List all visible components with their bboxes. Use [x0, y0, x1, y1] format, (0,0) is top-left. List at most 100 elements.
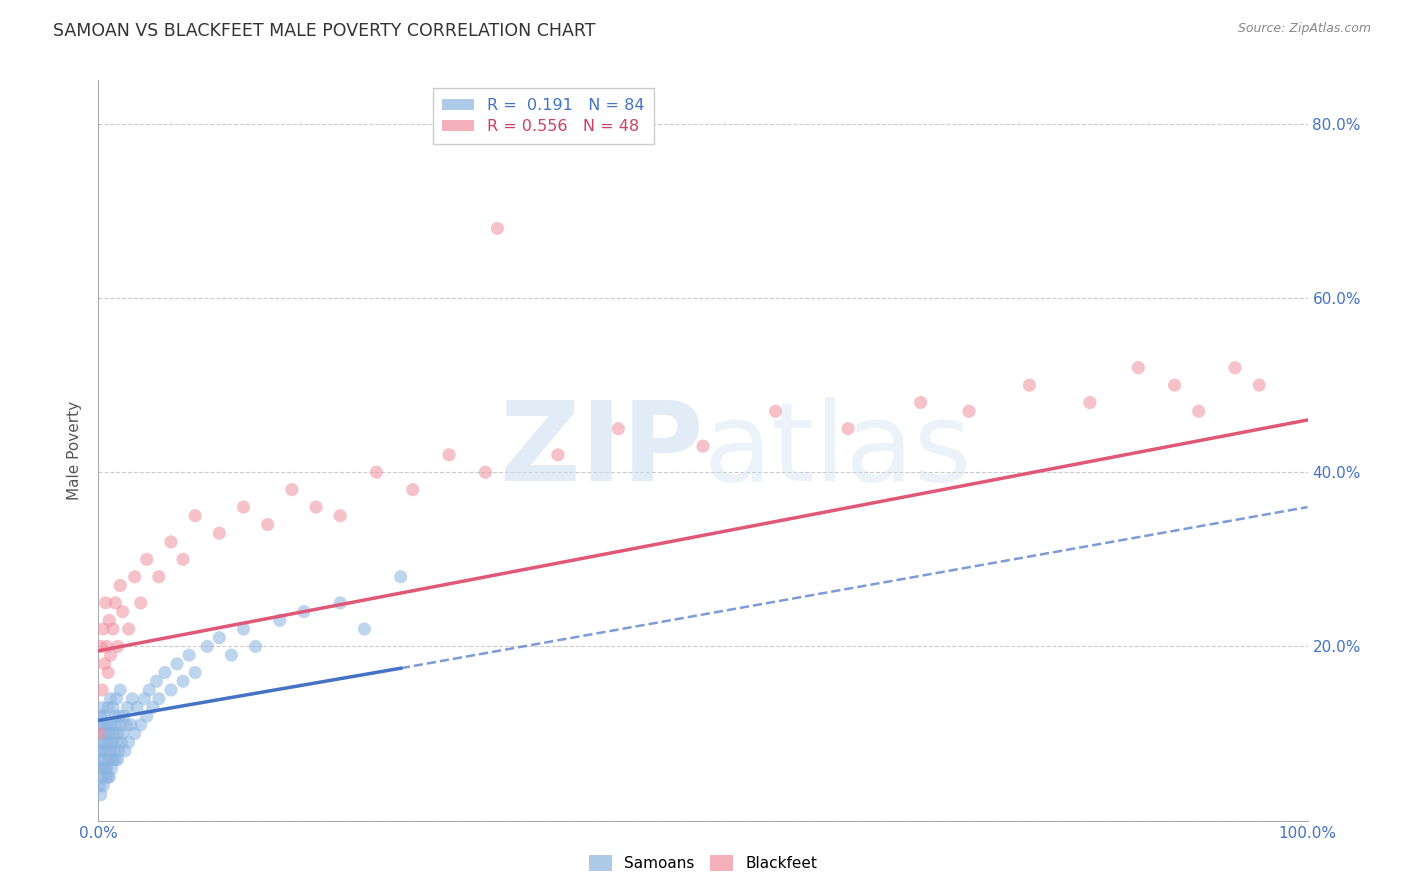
Point — [120, 718, 142, 732]
Point — [98, 753, 121, 767]
Point — [98, 770, 121, 784]
Point — [108, 683, 131, 698]
Point — [184, 508, 207, 523]
Point — [91, 770, 114, 784]
Point — [100, 691, 122, 706]
Point — [97, 735, 120, 749]
Point — [105, 691, 128, 706]
Point — [97, 665, 120, 680]
Point — [245, 640, 267, 654]
Point — [172, 552, 194, 566]
Point — [112, 709, 135, 723]
Point — [103, 744, 125, 758]
Point — [91, 622, 114, 636]
Point — [329, 596, 352, 610]
Point — [118, 622, 141, 636]
Point — [107, 753, 129, 767]
Point — [129, 596, 152, 610]
Point — [93, 735, 115, 749]
Point — [957, 404, 980, 418]
Point — [1188, 404, 1211, 418]
Point — [208, 631, 231, 645]
Point — [115, 718, 138, 732]
Point — [117, 700, 139, 714]
Point — [172, 674, 194, 689]
Point — [305, 500, 328, 514]
Point — [108, 578, 131, 592]
Point — [94, 596, 117, 610]
Point — [101, 622, 124, 636]
Point — [114, 744, 136, 758]
Point — [910, 395, 932, 409]
Point — [98, 613, 121, 627]
Point — [89, 718, 111, 732]
Point — [135, 709, 157, 723]
Point — [97, 770, 120, 784]
Point — [145, 674, 167, 689]
Point — [547, 448, 569, 462]
Point — [127, 700, 149, 714]
Point — [184, 665, 207, 680]
Point — [100, 744, 122, 758]
Point — [1018, 378, 1040, 392]
Point — [160, 683, 183, 698]
Point — [91, 779, 114, 793]
Point — [91, 761, 114, 775]
Point — [96, 761, 118, 775]
Point — [179, 648, 201, 662]
Point — [94, 761, 117, 775]
Point — [765, 404, 787, 418]
Point — [353, 622, 375, 636]
Point — [256, 517, 278, 532]
Point — [208, 526, 231, 541]
Point — [129, 718, 152, 732]
Point — [153, 665, 176, 680]
Point — [101, 700, 124, 714]
Point — [160, 535, 183, 549]
Point — [134, 691, 156, 706]
Point — [111, 726, 134, 740]
Point — [104, 709, 127, 723]
Point — [402, 483, 425, 497]
Point — [1223, 360, 1246, 375]
Point — [100, 761, 122, 775]
Point — [89, 761, 111, 775]
Point — [366, 465, 388, 479]
Point — [148, 691, 170, 706]
Point — [101, 726, 124, 740]
Point — [837, 422, 859, 436]
Point — [124, 726, 146, 740]
Point — [90, 735, 112, 749]
Point — [100, 735, 122, 749]
Point — [103, 718, 125, 732]
Legend: Samoans, Blackfeet: Samoans, Blackfeet — [583, 849, 823, 877]
Text: ZIP: ZIP — [499, 397, 703, 504]
Point — [108, 718, 131, 732]
Point — [111, 605, 134, 619]
Point — [607, 422, 630, 436]
Point — [110, 735, 132, 749]
Point — [269, 613, 291, 627]
Point — [100, 648, 122, 662]
Point — [96, 718, 118, 732]
Point — [107, 726, 129, 740]
Point — [90, 753, 112, 767]
Point — [96, 640, 118, 654]
Point — [148, 570, 170, 584]
Point — [104, 753, 127, 767]
Point — [195, 640, 218, 654]
Point — [108, 744, 131, 758]
Point — [124, 570, 146, 584]
Point — [1163, 378, 1185, 392]
Point — [93, 657, 115, 671]
Point — [107, 640, 129, 654]
Point — [118, 735, 141, 749]
Point — [100, 718, 122, 732]
Point — [1249, 378, 1271, 392]
Point — [108, 709, 131, 723]
Point — [89, 726, 111, 740]
Point — [121, 691, 143, 706]
Point — [91, 700, 114, 714]
Text: atlas: atlas — [703, 397, 972, 504]
Point — [96, 744, 118, 758]
